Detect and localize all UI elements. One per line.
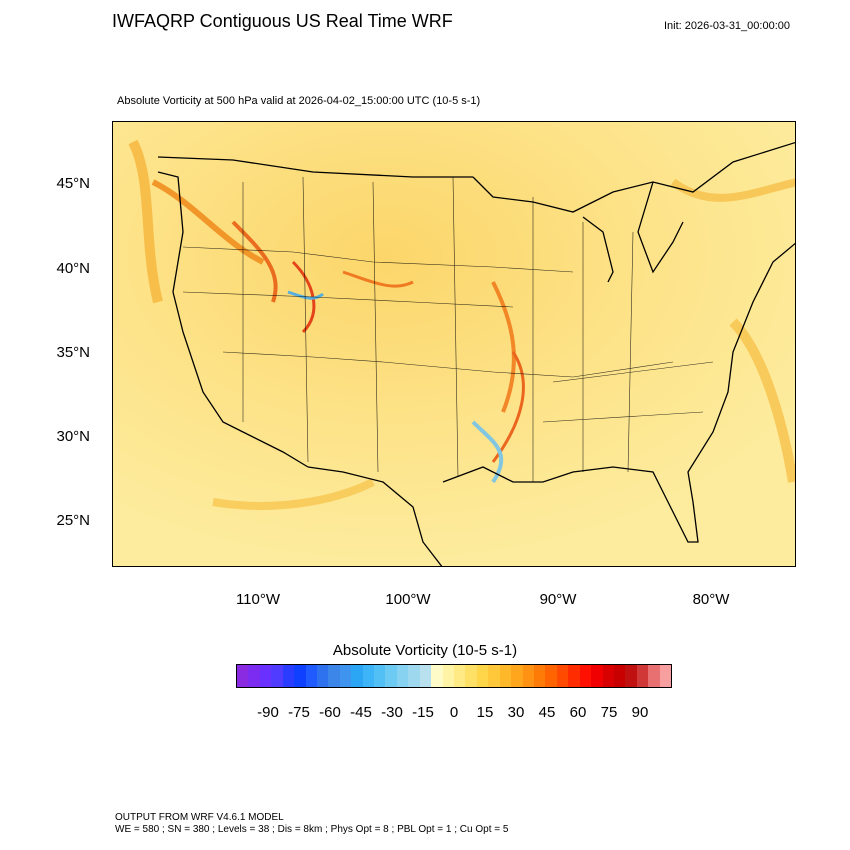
- colorbar-swatch: [328, 665, 340, 687]
- init-time: Init: 2026-03-31_00:00:00: [664, 20, 790, 32]
- colorbar-swatch: [579, 665, 592, 687]
- lat-label-25: 25°N: [56, 512, 90, 529]
- colorbar-tick-label: 45: [538, 704, 556, 721]
- colorbar-tick-label: 15: [476, 704, 494, 721]
- borders: [157, 141, 795, 566]
- colorbar-tick-label: -75: [288, 704, 310, 721]
- colorbar-swatch: [374, 665, 386, 687]
- colorbar-swatch: [237, 665, 249, 687]
- vorticity-field: [128, 139, 795, 510]
- colorbar-tick-label: 30: [507, 704, 525, 721]
- colorbar-swatch: [648, 665, 660, 687]
- colorbar-tick-label: 75: [600, 704, 618, 721]
- footer-config: WE = 580 ; SN = 380 ; Levels = 38 ; Dis …: [115, 824, 509, 835]
- colorbar-swatch: [396, 665, 409, 687]
- lon-label-80w: 80°W: [692, 591, 730, 608]
- colorbar-tick-label: -90: [257, 704, 279, 721]
- colorbar-swatch: [316, 665, 329, 687]
- lat-label-35: 35°N: [56, 344, 90, 361]
- colorbar-tick-label: -60: [319, 704, 341, 721]
- colorbar-swatch: [533, 665, 546, 687]
- colorbar-swatch: [522, 665, 534, 687]
- colorbar-swatch: [248, 665, 260, 687]
- colorbar-swatch: [442, 665, 455, 687]
- colorbar-swatch: [659, 665, 672, 687]
- colorbar-swatch: [351, 665, 363, 687]
- colorbar-labels: -90 -75 -60 -45 -30 -15 0 15 30 45 60 75 90: [236, 704, 672, 724]
- colorbar-tick-label: -15: [412, 704, 434, 721]
- colorbar-swatch: [613, 665, 626, 687]
- map-svg: [113, 122, 795, 566]
- colorbar-swatch: [545, 665, 557, 687]
- colorbar-swatch: [408, 665, 420, 687]
- lat-label-40: 40°N: [56, 260, 90, 277]
- colorbar-tick-label: -30: [381, 704, 403, 721]
- vorticity-map: [112, 121, 796, 567]
- colorbar-title: Absolute Vorticity (10-5 s-1): [332, 642, 518, 659]
- chart-title: IWFAQRP Contiguous US Real Time WRF: [112, 11, 453, 31]
- colorbar-swatch: [362, 665, 375, 687]
- colorbar-swatch: [556, 665, 569, 687]
- colorbar-swatch: [454, 665, 466, 687]
- colorbar-tick-label: 0: [449, 704, 459, 721]
- map-background: [113, 122, 795, 566]
- colorbar-swatch: [625, 665, 637, 687]
- colorbar-tick-label: 90: [631, 704, 649, 721]
- colorbar-swatch: [465, 665, 477, 687]
- colorbar-swatch: [476, 665, 489, 687]
- colorbar-swatch: [305, 665, 317, 687]
- colorbar-swatch: [294, 665, 306, 687]
- colorbar-swatch: [419, 665, 432, 687]
- state-lines: [182, 176, 714, 482]
- colorbar-swatch: [431, 665, 443, 687]
- colorbar-swatch: [339, 665, 352, 687]
- lon-label-90w: 90°W: [539, 591, 577, 608]
- colorbar-swatch: [488, 665, 500, 687]
- colorbar-swatch: [259, 665, 272, 687]
- colorbar-tick-label: 60: [569, 704, 587, 721]
- chart-subtitle: Absolute Vorticity at 500 hPa valid at 2…: [117, 95, 481, 107]
- colorbar-swatch: [602, 665, 614, 687]
- colorbar-swatch: [568, 665, 580, 687]
- colorbar-swatch: [511, 665, 523, 687]
- lat-label-45: 45°N: [56, 175, 90, 192]
- colorbar-swatch: [591, 665, 603, 687]
- footer-model: OUTPUT FROM WRF V4.6.1 MODEL: [115, 812, 284, 823]
- colorbar-swatch: [636, 665, 649, 687]
- colorbar-swatch: [499, 665, 512, 687]
- lon-label-110w: 110°W: [235, 591, 281, 608]
- colorbar-swatch: [385, 665, 397, 687]
- colorbar: [236, 664, 672, 688]
- colorbar-tick-label: -45: [350, 704, 372, 721]
- colorbar-swatch: [282, 665, 295, 687]
- colorbar-swatch: [271, 665, 283, 687]
- lat-label-30: 30°N: [56, 428, 90, 445]
- lon-label-100w: 100°W: [385, 591, 431, 608]
